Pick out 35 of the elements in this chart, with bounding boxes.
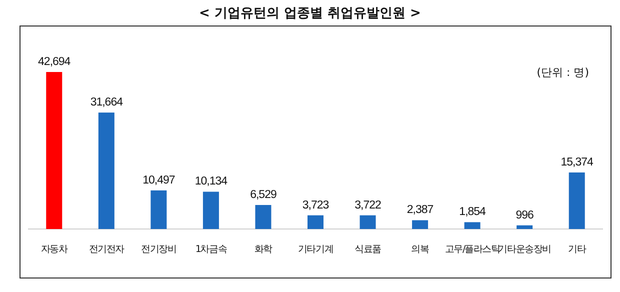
data-label: 42,694 <box>38 56 72 68</box>
x-tick-label: 전기장비 <box>141 244 176 255</box>
x-tick-label: 기타운송장비 <box>498 244 552 255</box>
chart-title: < 기업유턴의 업종별 취업유발인원 > <box>199 6 421 21</box>
data-label: 10,134 <box>194 176 228 188</box>
x-tick-label: 식료품 <box>354 244 382 255</box>
x-tick-label: 전기전자 <box>88 244 126 255</box>
x-tick-label: 의복 <box>411 244 430 255</box>
data-label: 2,387 <box>406 204 434 216</box>
bar <box>98 112 114 229</box>
annotation: (단위 : 명) <box>536 66 589 79</box>
bar <box>412 220 428 229</box>
data-label: 15,374 <box>560 156 594 168</box>
bar <box>202 192 219 229</box>
bar <box>360 215 376 229</box>
bar <box>150 190 167 229</box>
bar <box>46 72 62 229</box>
data-label: 3,722 <box>354 199 382 212</box>
bar <box>464 222 480 229</box>
data-label: 31,664 <box>90 96 124 109</box>
x-tick-label: 자동차 <box>40 244 69 255</box>
bar <box>255 204 272 229</box>
data-label: 3,723 <box>302 199 329 212</box>
x-tick-label: 기타기계 <box>298 244 334 255</box>
bar <box>308 215 324 229</box>
x-tick-label: 고무/플라스틱 <box>444 244 500 255</box>
x-tick-label: 화학 <box>254 244 274 255</box>
x-tick-label: 기타 <box>568 244 587 255</box>
bar <box>568 172 585 229</box>
data-label: 10,497 <box>142 174 175 186</box>
data-label: 1,854 <box>459 206 487 218</box>
data-label: 6,529 <box>250 188 276 201</box>
x-tick-label: 1차금속 <box>195 244 228 255</box>
data-label: 996 <box>516 209 534 222</box>
bar <box>516 225 533 229</box>
